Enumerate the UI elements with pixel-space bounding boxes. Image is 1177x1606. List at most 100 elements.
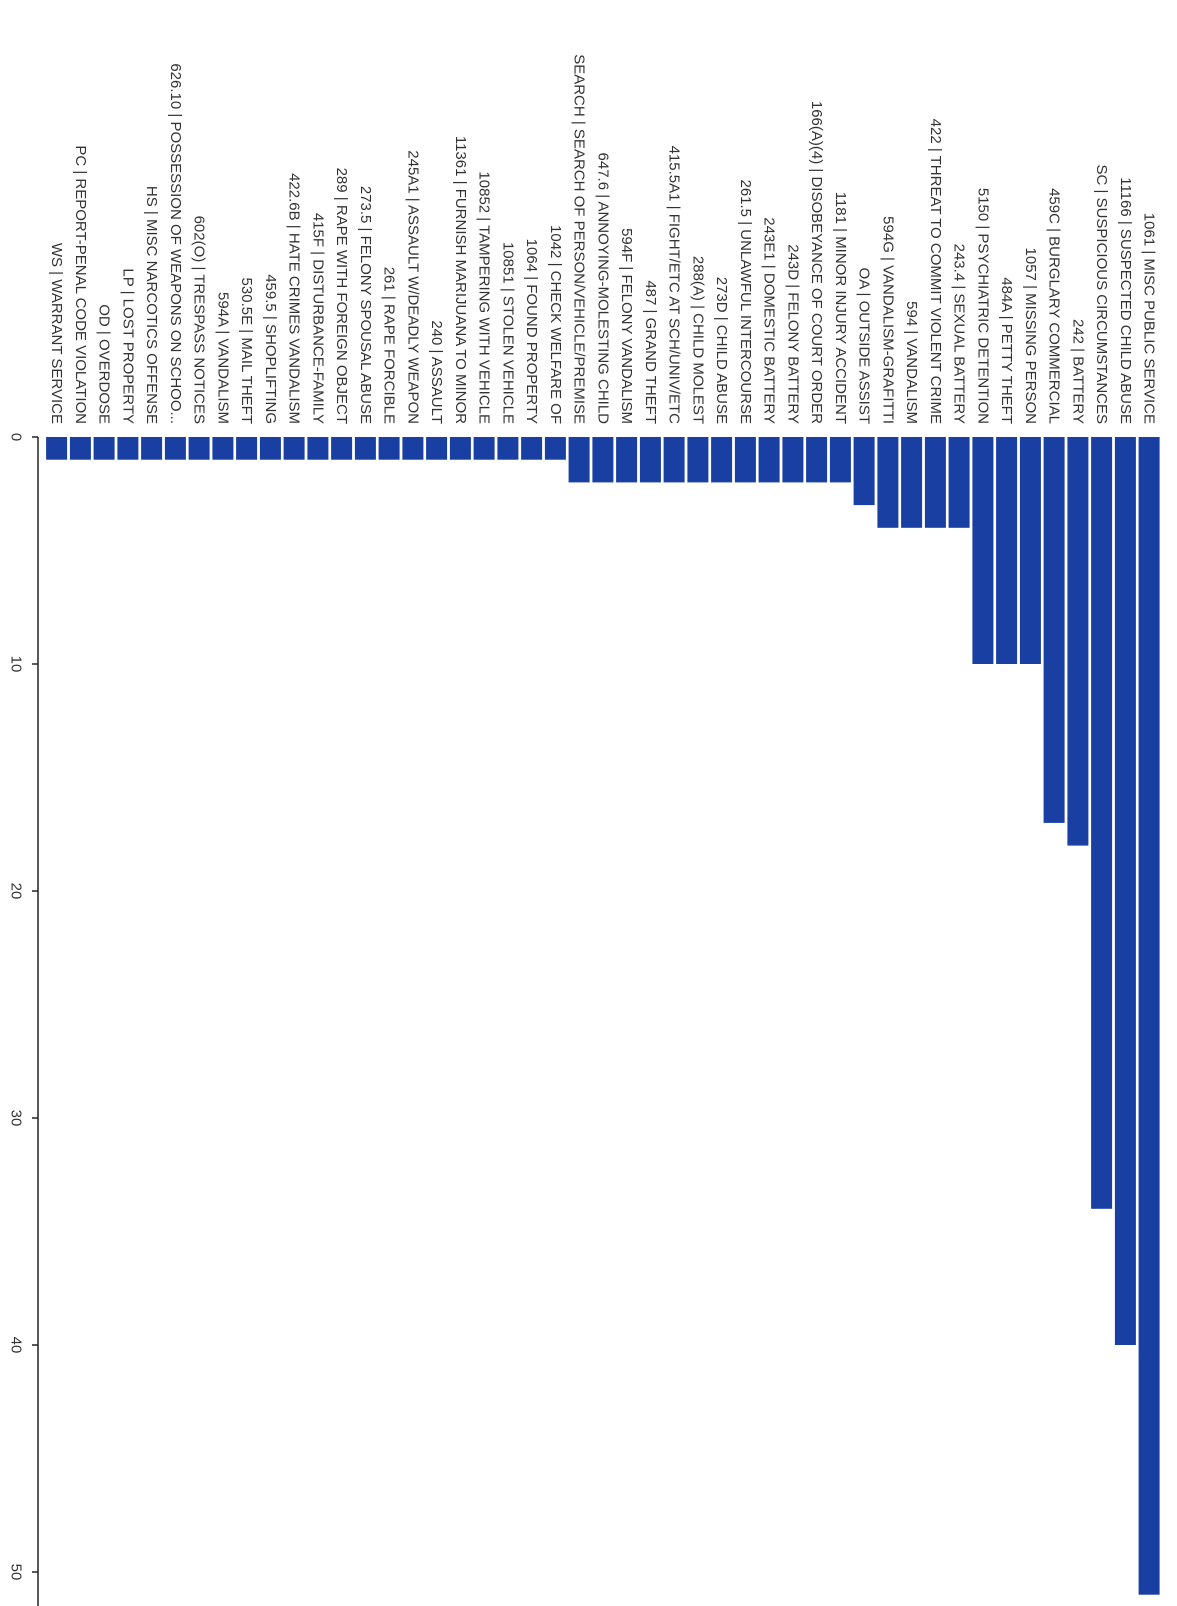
bar-10 [901, 437, 923, 528]
category-label-9: 422 | THREAT TO COMMIT VIOLENT CRIME [927, 119, 944, 424]
category-label-8: 243.4 | SEXUAL BATTERY [951, 244, 968, 424]
category-label-33: 273.5 | FELONY SPOUSAL ABUSE [357, 186, 374, 424]
bar-37 [259, 437, 281, 460]
category-label-42: HS | MISC NARCOTICS OFFENSE [143, 186, 160, 424]
category-label-27: 10851 | STOLEN VEHICLE [499, 242, 516, 424]
bar-11 [877, 437, 899, 528]
category-label-18: 273D | CHILD ABUSE [713, 277, 730, 424]
bar-6 [996, 437, 1018, 664]
bar-31 [402, 437, 424, 460]
category-label-14: 166(A)(4) | DISOBEYANCE OF COURT ORDER [808, 101, 825, 424]
bar-5 [1019, 437, 1041, 664]
category-label-25: 1042 | CHECK WELFARE OF [547, 225, 564, 424]
bar-17 [734, 437, 756, 483]
bar-46 [46, 437, 68, 460]
bar-14 [806, 437, 828, 483]
bar-1 [1114, 437, 1136, 1345]
bar-43 [117, 437, 139, 460]
bar-38 [236, 437, 258, 460]
category-label-26: 1064 | FOUND PROPERTY [523, 239, 540, 424]
category-label-43: LP | LOST PROPERTY [119, 268, 136, 424]
bar-25 [544, 437, 566, 460]
category-label-40: 602(O) | TRESPASS NOTICES [191, 216, 208, 424]
bar-41 [164, 437, 186, 460]
category-label-2: SC | SUSPICIOUS CIRCUMSTANCES [1093, 165, 1110, 424]
bar-4 [1043, 437, 1065, 823]
bar-16 [758, 437, 780, 483]
category-label-5: 1057 | MISSING PERSON [1022, 248, 1039, 424]
tick-label-2: 20 [8, 883, 25, 900]
category-label-30: 240 | ASSAULT [428, 320, 445, 424]
category-label-24: SEARCH | SEARCH OF PERSON/VEHICLE/PREMIS… [571, 54, 588, 424]
bar-18 [711, 437, 733, 483]
category-label-28: 10852 | TAMPERING WITH VEHICLE [476, 171, 493, 424]
bar-28 [473, 437, 495, 460]
category-label-46: WS | WARRANT SERVICE [48, 243, 65, 424]
bar-36 [283, 437, 305, 460]
bar-20 [663, 437, 685, 483]
category-label-38: 530.5E | MAIL THEFT [238, 278, 255, 424]
category-label-45: PC | REPORT-PENAL CODE VIOLATION [72, 145, 89, 424]
bar-26 [521, 437, 543, 460]
category-label-19: 288(A) | CHILD MOLEST [689, 256, 706, 424]
bars-group [46, 437, 1160, 1595]
category-label-22: 594F | FELONY VANDALISM [618, 228, 635, 424]
bar-45 [69, 437, 91, 460]
bar-19 [687, 437, 709, 483]
bar-2 [1091, 437, 1113, 1209]
category-label-11: 594G | VANDALISM-GRAFITTI [879, 216, 896, 424]
bar-7 [972, 437, 994, 664]
bar-8 [948, 437, 970, 528]
category-label-3: 242 | BATTERY [1069, 319, 1086, 424]
bar-42 [141, 437, 163, 460]
category-label-36: 422.6B | HATE CRIMES VANDALISM [286, 173, 303, 424]
tick-label-3: 30 [8, 1110, 25, 1127]
bar-3 [1067, 437, 1089, 846]
category-label-10: 594 | VANDALISM [903, 301, 920, 424]
bar-35 [307, 437, 329, 460]
bar-0 [1138, 437, 1160, 1595]
bar-15 [782, 437, 804, 483]
value-axis: 0 10 20 30 40 50 [8, 433, 39, 1606]
bar-27 [497, 437, 519, 460]
bar-21 [639, 437, 661, 483]
category-label-20: 415.5A1 | FIGHT/ETC AT SCH/UNIV/ETC [666, 146, 683, 425]
category-label-17: 261.5 | UNLAWFUL INTERCOURSE [737, 179, 754, 424]
category-label-16: 243E1 | DOMESTIC BATTERY [761, 217, 778, 424]
category-label-29: 11361 | FURNISH MARIJUANA TO MINOR [452, 136, 469, 424]
bar-22 [616, 437, 638, 483]
category-label-44: OD | OVERDOSE [96, 304, 113, 424]
bar-30 [426, 437, 448, 460]
bar-39 [212, 437, 234, 460]
category-label-41: 626.10 | POSSESSION OF WEAPONS ON SCHOO.… [167, 63, 184, 424]
bar-29 [449, 437, 471, 460]
category-label-39: 594A | VANDALISM [214, 292, 231, 424]
category-label-12: OA | OUTSIDE ASSIST [856, 268, 873, 424]
category-label-23: 647.6 | ANNOYING-MOLESTING CHILD [594, 153, 611, 425]
bar-33 [354, 437, 376, 460]
bar-9 [924, 437, 946, 528]
bar-23 [592, 437, 614, 483]
bar-24 [568, 437, 590, 483]
bar-32 [378, 437, 400, 460]
category-label-21: 487 | GRAND THEFT [642, 280, 659, 424]
category-label-32: 261 | RAPE FORCIBLE [381, 267, 398, 424]
category-label-35: 415F | DISTURBANCE-FAMILY [309, 213, 326, 424]
tick-label-4: 40 [8, 1337, 25, 1354]
category-label-0: 1061 | MISC PUBLIC SERVICE [1141, 213, 1158, 424]
category-label-31: 245A1 | ASSAULT W/DEADLY WEAPON [404, 150, 421, 424]
category-label-34: 289 | RAPE WITH FOREIGN OBJECT [333, 168, 350, 424]
tick-label-5: 50 [8, 1564, 25, 1581]
bar-44 [93, 437, 115, 460]
category-label-6: 484A | PETTY THEFT [998, 277, 1015, 424]
category-labels-group: 1061 | MISC PUBLIC SERVICE 11166 | SUSPEC… [48, 54, 1158, 425]
bar-34 [331, 437, 353, 460]
bar-12 [853, 437, 875, 506]
category-label-15: 243D | FELONY BATTERY [784, 244, 801, 424]
tick-label-0: 0 [8, 433, 25, 441]
category-label-13: 1181 | MINOR INJURY ACCIDENT [832, 192, 849, 424]
bar-13 [829, 437, 851, 483]
category-label-1: 11166 | SUSPECTED CHILD ABUSE [1117, 177, 1134, 424]
tick-label-1: 10 [8, 656, 25, 673]
